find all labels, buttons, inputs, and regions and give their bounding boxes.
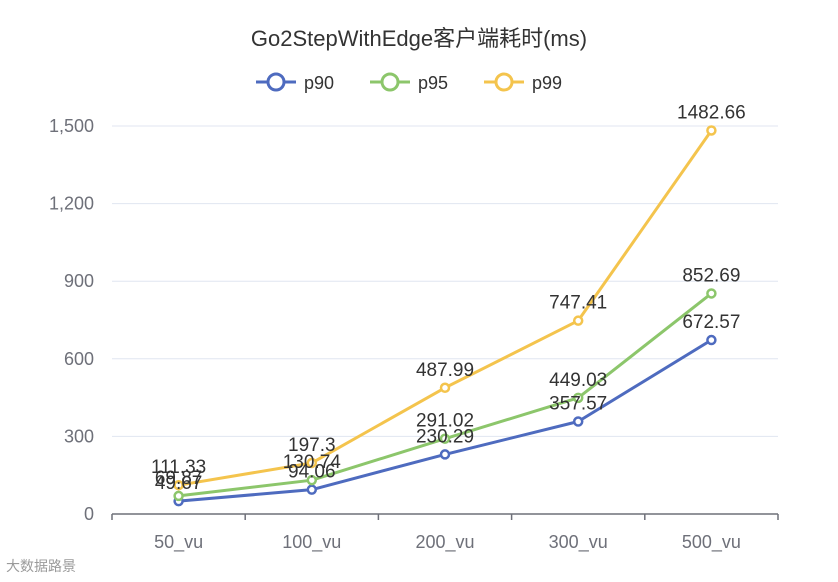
data-point-p99 [572, 315, 584, 326]
y-tick-label: 0 [84, 504, 94, 524]
legend-label-p95: p95 [418, 73, 448, 93]
data-label-p99: 487.99 [416, 360, 474, 381]
data-label-p95: 852.69 [682, 265, 740, 286]
watermark: 大数据路景 [6, 558, 76, 574]
data-point-p99 [173, 479, 184, 491]
legend-marker-p99 [494, 72, 514, 92]
gridlines [112, 125, 778, 437]
x-tick-label: 50_vu [154, 532, 203, 553]
x-tick-label: 300_vu [549, 532, 608, 553]
y-axis: 0 300 600 900 1,200 1,500 [49, 116, 94, 524]
data-label-p95: 291.02 [416, 411, 474, 432]
data-label-p99: 747.41 [549, 293, 607, 314]
legend-marker-p95 [380, 72, 400, 92]
data-label-p99: 1482.66 [677, 102, 746, 123]
data-point-p95 [572, 392, 584, 404]
data-point-p99 [306, 457, 318, 469]
data-label-p90: 672.57 [682, 312, 740, 333]
y-tick-label: 1,500 [49, 116, 94, 136]
legend-label-p90: p90 [304, 73, 334, 93]
x-tick-label: 100_vu [282, 532, 341, 553]
data-label-p99: 111.33 [151, 457, 206, 478]
y-tick-label: 300 [64, 426, 94, 446]
series-group [173, 125, 717, 507]
data-label-p95: 130.74 [283, 452, 342, 473]
y-tick-label: 1,200 [49, 194, 94, 214]
data-label-p90: 230.29 [416, 426, 474, 447]
data-point-p90 [306, 484, 318, 495]
data-label-p99: 197.3 [288, 435, 336, 456]
data-label-p90: 94.06 [288, 462, 336, 483]
data-labels: 49.67 94.06 230.29 357.57 672.57 69.87 130.74 2… [151, 102, 746, 494]
data-point-p90 [572, 416, 584, 427]
legend-marker-p90 [266, 72, 286, 92]
data-point-p95 [173, 490, 184, 502]
data-label-p95: 69.87 [155, 468, 203, 489]
y-tick-label: 900 [64, 271, 94, 291]
data-point-p95 [706, 288, 717, 299]
data-point-p90 [706, 334, 717, 346]
x-tick-label: 200_vu [415, 532, 474, 553]
data-label-p90: 357.57 [549, 394, 607, 415]
data-label-p95: 449.03 [549, 370, 607, 391]
data-label-p90: 49.67 [155, 473, 203, 494]
data-point-p95 [306, 474, 318, 486]
series-line-p95 [178, 292, 713, 498]
data-point-p95 [439, 433, 451, 444]
data-point-p99 [706, 125, 717, 136]
data-point-p90 [439, 449, 451, 460]
x-tick-label: 500_vu [682, 532, 741, 553]
y-tick-label: 600 [64, 349, 94, 369]
legend-label-p99: p99 [532, 73, 562, 93]
x-axis: 50_vu 100_vu 200_vu 300_vu 500_vu [111, 513, 779, 553]
legend: p90 p95 p99 [256, 72, 562, 93]
data-point-p99 [439, 382, 451, 394]
chart-title: Go2StepWithEdge客户端耗时(ms) [251, 26, 587, 51]
